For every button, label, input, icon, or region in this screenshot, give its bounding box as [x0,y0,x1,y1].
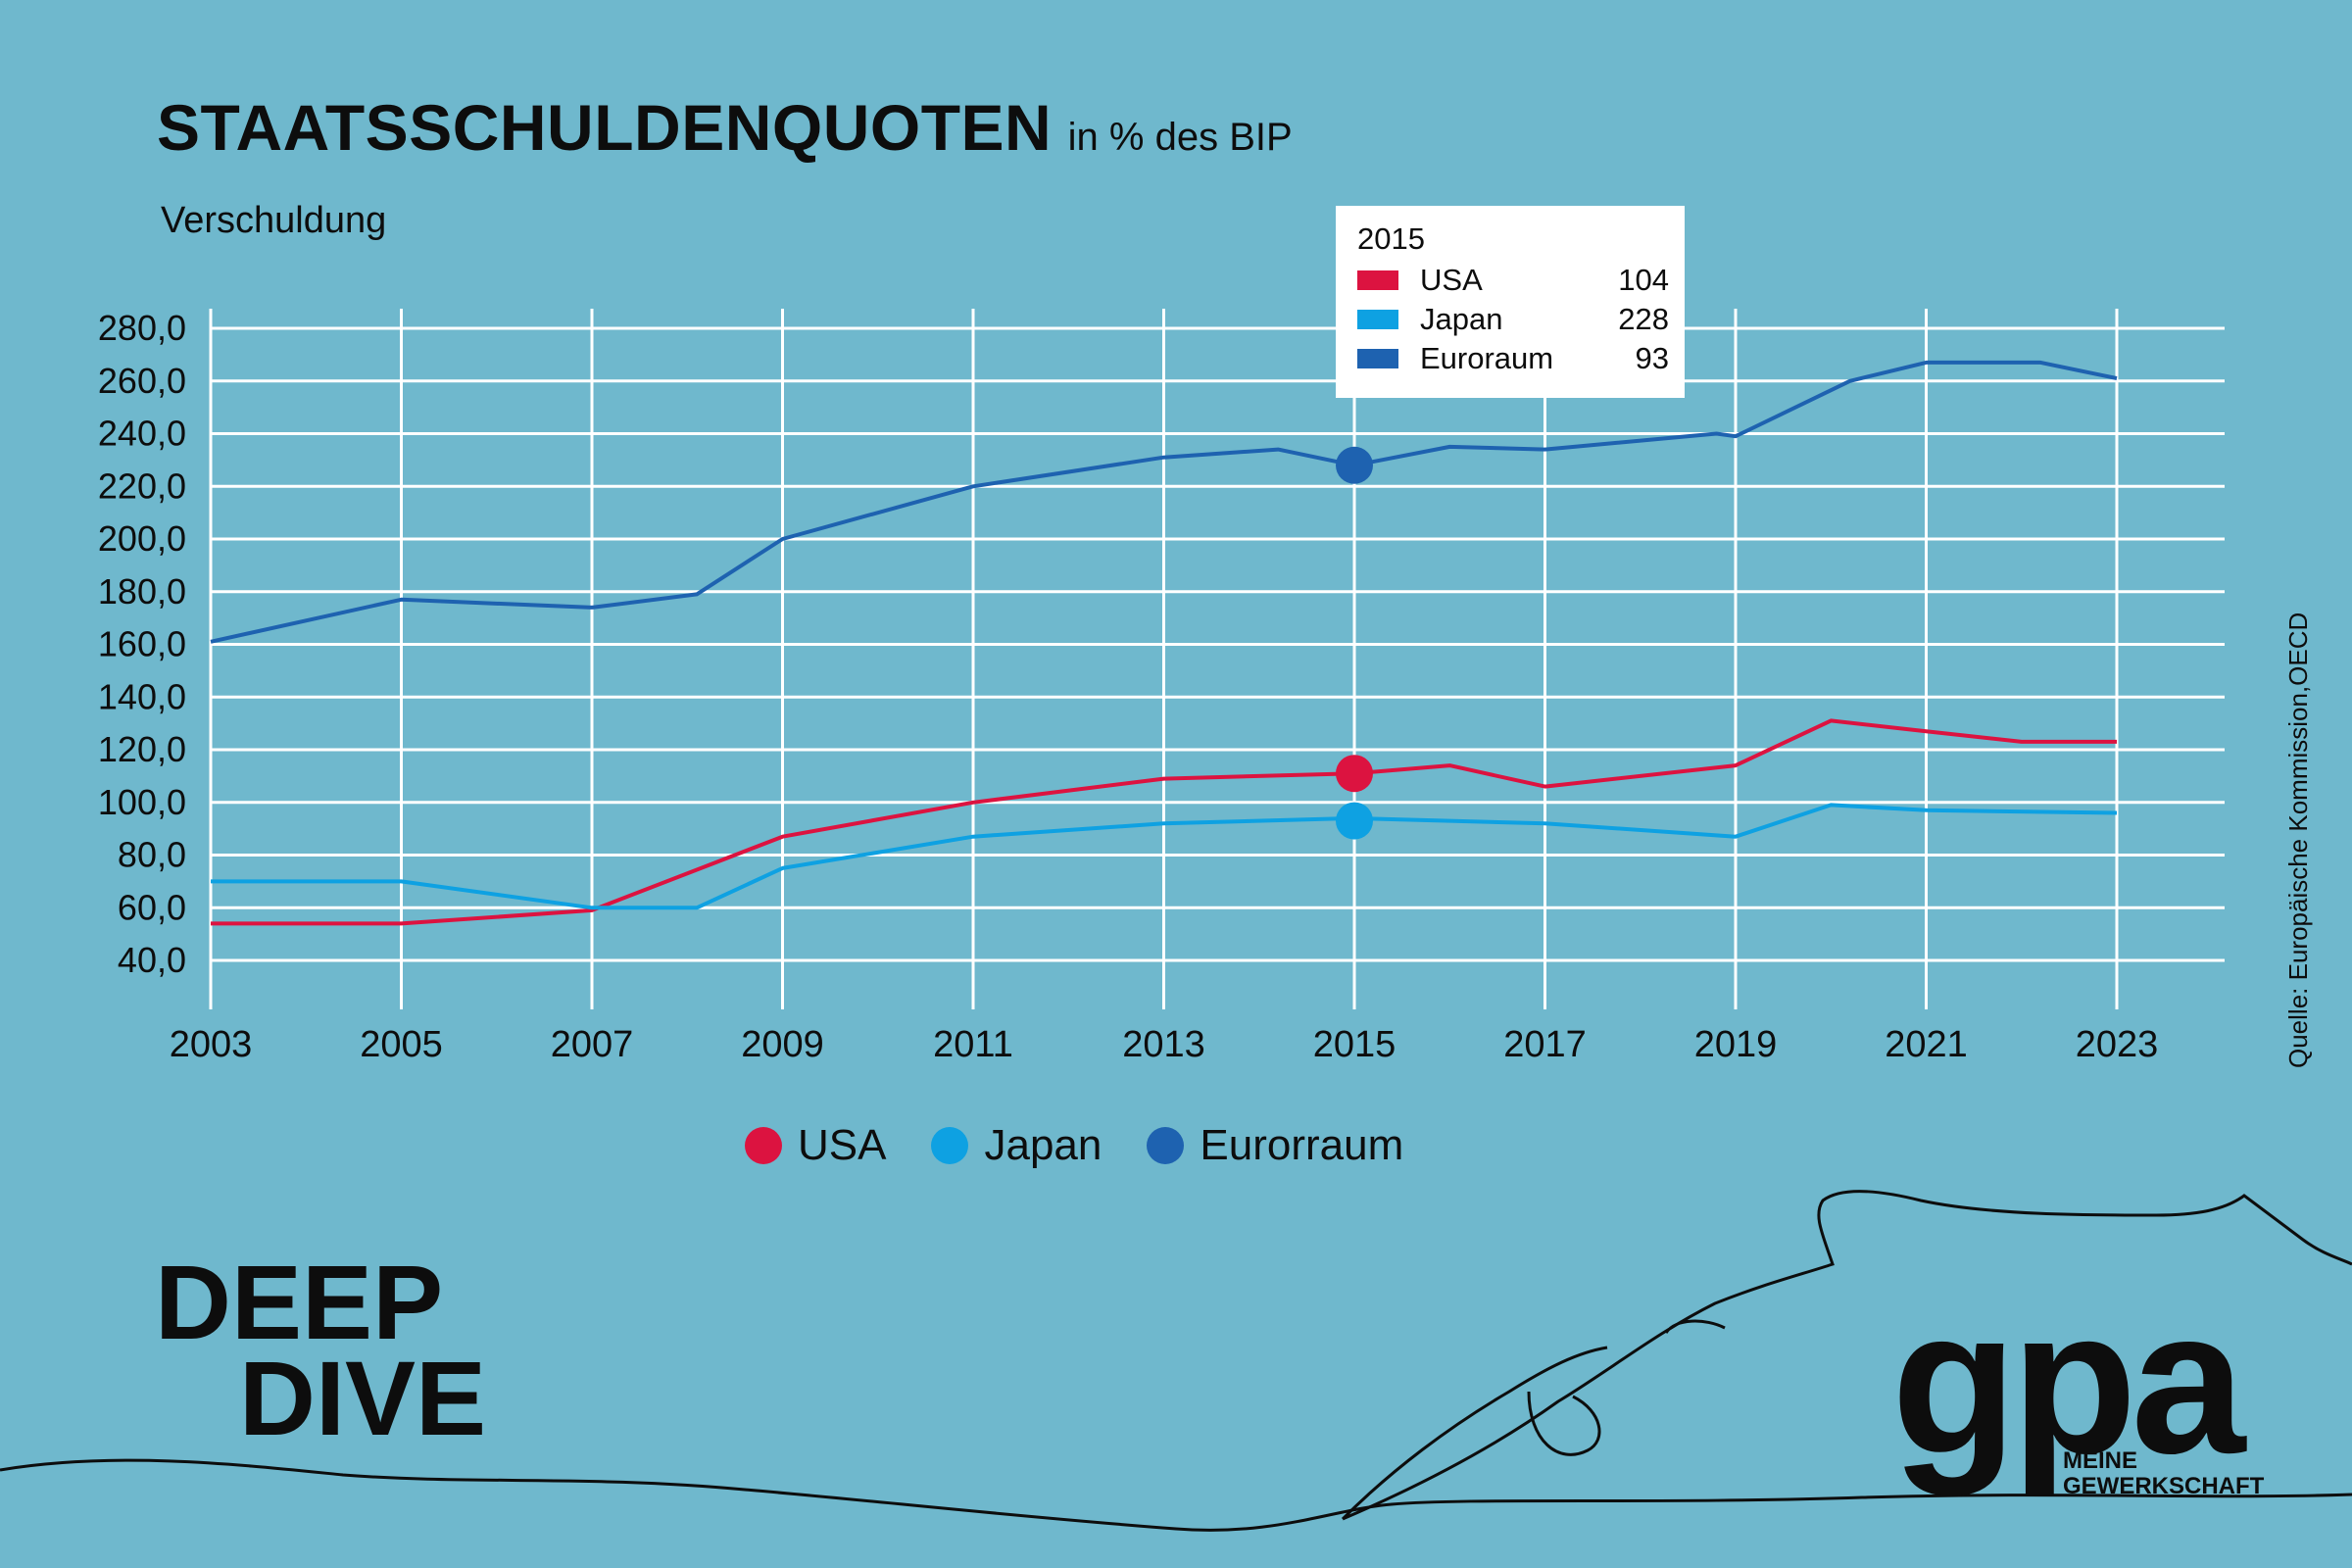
tooltip-label-japan: Japan [1420,302,1503,336]
tooltip-2015: 2015 USA 104 Japan 228 Euroraum 93 [1336,206,1685,398]
y-tick-label: 40,0 [118,940,186,980]
gpa-logo: gpa MEINE GEWERKSCHAFT [1891,1266,2264,1499]
x-tick-label: 2011 [933,1024,1013,1065]
y-axis-ticks: 280,0 260,0 240,0 220,0 200,0 180,0 160,0 140,0… [98,308,186,980]
series-line-japan [211,803,2118,910]
x-tick-label: 2013 [1122,1024,1205,1065]
gpa-logo-tagline: MEINE GEWERKSCHAFT [2063,1448,2264,1499]
tooltip-swatch-usa [1357,270,1398,290]
x-tick-label: 2003 [170,1024,253,1065]
tooltip-label-usa: USA [1420,263,1483,297]
legend-item-japan[interactable]: Japan [931,1121,1102,1170]
x-tick-label: 2007 [551,1024,634,1065]
wave-line [0,1458,2352,1532]
highlight-point-usa [1336,755,1373,793]
legend-item-euro[interactable]: Eurorraum [1147,1121,1403,1170]
x-tick-label: 2019 [1694,1024,1778,1065]
legend-item-usa[interactable]: USA [745,1121,886,1170]
y-tick-label: 80,0 [118,835,186,875]
chart-title: STAATSSCHULDENQUOTEN [157,91,1053,164]
y-tick-label: 60,0 [118,887,186,927]
tooltip-swatch-euro [1357,349,1398,368]
legend-dot-usa [745,1127,782,1164]
highlight-point-euroraum [1336,446,1373,484]
x-tick-label: 2021 [1885,1024,1968,1065]
legend-label-usa: USA [798,1121,887,1169]
tooltip-value-usa: 104 [1618,263,1669,297]
tooltip-label-euro: Euroraum [1420,341,1554,375]
source-note: Quelle: Europäische Kommission,OECD [2283,612,2313,1068]
x-tick-label: 2023 [2076,1024,2159,1065]
tooltip-value-japan: 228 [1618,302,1669,336]
swimmer-illustration [0,1190,2352,1532]
y-tick-label: 200,0 [98,518,186,559]
series-line-usa [211,718,2117,926]
tooltip-row-usa: USA 104 [1357,261,1669,300]
x-tick-label: 2005 [360,1024,443,1065]
y-tick-label: 100,0 [98,782,186,822]
chart-legend: USA Japan Eurorraum [745,1121,1448,1170]
swimmer-outline [1341,1190,2352,1521]
gpa-logo-word: gpa [1891,1266,2245,1496]
gpa-tagline-2: GEWERKSCHAFT [2063,1473,2265,1499]
x-tick-label: 2009 [741,1024,824,1065]
y-tick-label: 180,0 [98,571,186,612]
legend-dot-euro [1147,1127,1185,1164]
y-tick-label: 220,0 [98,466,186,506]
tooltip-row-euro: Euroraum 93 [1357,339,1669,378]
y-tick-label: 240,0 [98,414,186,454]
legend-label-japan: Japan [984,1121,1102,1169]
x-tick-label: 2017 [1503,1024,1587,1065]
y-axis-title: Verschuldung [161,200,387,241]
legend-label-euro: Eurorraum [1200,1121,1404,1169]
y-tick-label: 120,0 [98,729,186,769]
chart-grid [209,309,2225,1009]
legend-dot-japan [931,1127,969,1164]
deep-dive-line1: DEEP [155,1243,444,1361]
x-tick-label: 2015 [1313,1024,1396,1065]
highlight-point-japan [1336,802,1373,840]
chart-highlight-markers [1336,446,1373,840]
tooltip-value-euro: 93 [1635,341,1669,375]
deep-dive-wordmark: DEEP DIVE [155,1243,487,1457]
gpa-tagline-1: MEINE [2063,1447,2138,1474]
tooltip-row-japan: Japan 228 [1357,300,1669,339]
chart-title-row: STAATSSCHULDENQUOTEN in % des BIP [157,90,1293,165]
y-tick-label: 140,0 [98,676,186,716]
y-tick-label: 160,0 [98,624,186,664]
y-tick-label: 280,0 [98,308,186,348]
y-tick-label: 260,0 [98,361,186,401]
chart-subtitle: in % des BIP [1067,116,1293,159]
tooltip-swatch-japan [1357,310,1398,329]
x-axis-ticks: 2003 2005 2007 2009 2011 2013 2015 2017 2019 2021… [170,1024,2159,1065]
deep-dive-line2: DIVE [239,1339,487,1457]
tooltip-year: 2015 [1357,221,1425,256]
